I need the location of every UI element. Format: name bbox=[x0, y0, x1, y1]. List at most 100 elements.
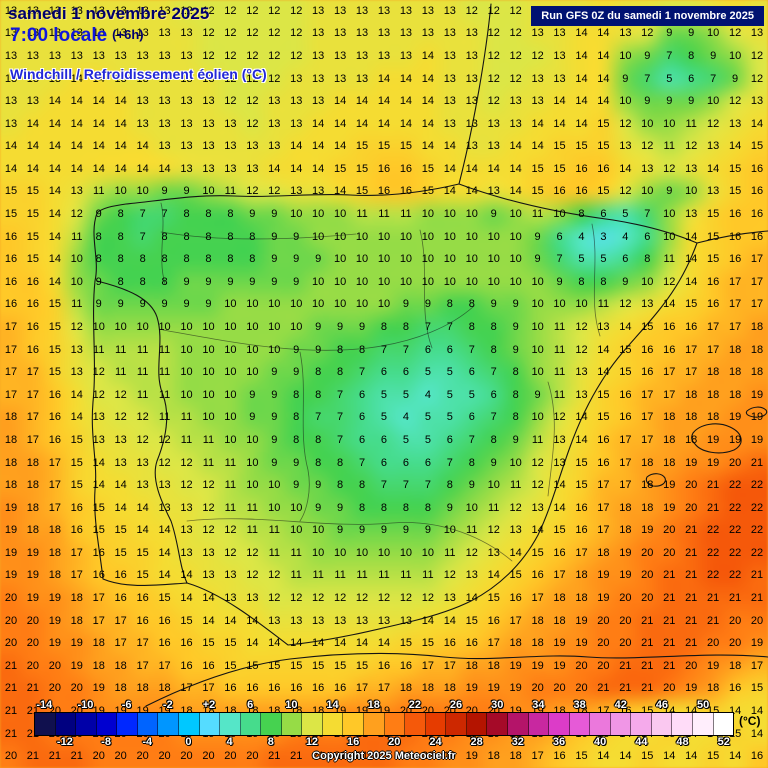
grid-value: 11 bbox=[400, 569, 412, 582]
legend-label: 22 bbox=[408, 699, 421, 711]
grid-value: 10 bbox=[246, 343, 259, 356]
grid-value: 13 bbox=[180, 524, 193, 537]
grid-value: 11 bbox=[312, 569, 324, 582]
grid-value: 7 bbox=[556, 253, 563, 266]
grid-value: 18 bbox=[641, 456, 654, 469]
grid-value: 15 bbox=[487, 592, 500, 605]
grid-value: 10 bbox=[224, 298, 237, 311]
grid-value: 20 bbox=[48, 682, 61, 695]
grid-value: 10 bbox=[531, 275, 544, 288]
grid-value: 14 bbox=[597, 27, 610, 40]
grid-value: 19 bbox=[4, 524, 18, 537]
grid-value: 17 bbox=[487, 637, 500, 650]
grid-value: 10 bbox=[619, 49, 632, 62]
grid-value: 18 bbox=[750, 366, 764, 379]
grid-value: 16 bbox=[4, 253, 18, 266]
grid-value: 14 bbox=[268, 162, 281, 175]
grid-value: 18 bbox=[707, 388, 720, 401]
grid-value: 13 bbox=[26, 49, 40, 62]
grid-value: 12 bbox=[70, 321, 83, 334]
grid-value: 10 bbox=[707, 95, 720, 108]
grid-value: 11 bbox=[136, 343, 149, 356]
grid-value: 8 bbox=[315, 433, 322, 446]
grid-value: 8 bbox=[490, 321, 497, 334]
grid-value: 17 bbox=[750, 253, 764, 266]
grid-value: 18 bbox=[707, 411, 720, 424]
grid-value: 20 bbox=[26, 614, 40, 627]
grid-value: 17 bbox=[597, 705, 610, 718]
grid-value: 12 bbox=[750, 72, 764, 85]
grid-value: 14 bbox=[377, 72, 391, 85]
grid-value: 14 bbox=[333, 95, 347, 108]
grid-value: 14 bbox=[70, 72, 83, 85]
grid-value: 13 bbox=[553, 72, 566, 85]
grid-value: 17 bbox=[114, 614, 127, 627]
grid-value: 6 bbox=[358, 433, 366, 446]
grid-value: 12 bbox=[553, 411, 566, 424]
grid-value: 5 bbox=[380, 411, 388, 424]
grid-value: 19 bbox=[92, 705, 105, 718]
grid-value: 14 bbox=[750, 727, 764, 740]
grid-value: 16 bbox=[26, 343, 40, 356]
grid-value: 14 bbox=[70, 162, 83, 175]
grid-value: 5 bbox=[666, 72, 673, 85]
grid-value: 5 bbox=[402, 388, 409, 401]
grid-value: 7 bbox=[161, 208, 168, 221]
grid-value: 7 bbox=[337, 411, 344, 424]
grid-value: 10 bbox=[180, 366, 193, 379]
grid-value: 14 bbox=[114, 117, 127, 130]
grid-value: 16 bbox=[70, 501, 83, 514]
grid-value: 12 bbox=[202, 27, 215, 40]
grid-value: 15 bbox=[421, 162, 434, 175]
grid-value: 10 bbox=[224, 366, 237, 379]
legend-swatch bbox=[549, 713, 570, 735]
grid-value: 13 bbox=[114, 433, 127, 446]
grid-value: 11 bbox=[268, 546, 280, 559]
grid-value: 8 bbox=[490, 433, 497, 446]
grid-value: 22 bbox=[750, 546, 764, 559]
grid-value: 18 bbox=[685, 388, 698, 401]
grid-value: 20 bbox=[246, 750, 259, 763]
grid-value: 14 bbox=[553, 501, 566, 514]
grid-value: 15 bbox=[619, 343, 632, 356]
grid-value: 14 bbox=[597, 49, 610, 62]
grid-value: 20 bbox=[597, 659, 610, 672]
grid-value: 8 bbox=[380, 501, 388, 514]
grid-value: 15 bbox=[180, 614, 193, 627]
grid-value: 9 bbox=[337, 321, 344, 334]
grid-value: 6 bbox=[380, 366, 388, 379]
grid-value: 12 bbox=[750, 49, 764, 62]
grid-value: 15 bbox=[48, 366, 61, 379]
grid-value: 9 bbox=[95, 208, 102, 221]
grid-value: 10 bbox=[246, 366, 259, 379]
grid-value: 14 bbox=[597, 366, 610, 379]
grid-value: 12 bbox=[509, 501, 522, 514]
legend-swatch bbox=[672, 713, 693, 735]
grid-value: 11 bbox=[246, 501, 259, 514]
grid-value: 13 bbox=[399, 49, 413, 62]
grid-value: 14 bbox=[26, 140, 40, 153]
legend-swatch bbox=[631, 713, 652, 735]
grid-value: 8 bbox=[249, 230, 256, 243]
grid-value: 13 bbox=[487, 185, 500, 198]
grid-value: 13 bbox=[48, 4, 61, 17]
grid-value: 10 bbox=[531, 343, 544, 356]
grid-value: 17 bbox=[421, 659, 434, 672]
grid-value: 19 bbox=[509, 659, 522, 672]
grid-value: 13 bbox=[4, 27, 18, 40]
grid-value: 14 bbox=[465, 162, 478, 175]
grid-value: 15 bbox=[641, 321, 654, 334]
grid-value: 12 bbox=[619, 185, 632, 198]
grid-value: 8 bbox=[95, 253, 102, 266]
grid-value: 9 bbox=[249, 208, 256, 221]
grid-value: 10 bbox=[443, 524, 456, 537]
grid-value: 21 bbox=[707, 501, 720, 514]
grid-value: 7 bbox=[490, 411, 497, 424]
grid-value: 14 bbox=[48, 275, 61, 288]
grid-value: 12 bbox=[290, 49, 303, 62]
grid-value: 16 bbox=[92, 569, 105, 582]
grid-value: 14 bbox=[48, 162, 61, 175]
grid-value: 18 bbox=[4, 456, 18, 469]
grid-value: 19 bbox=[26, 592, 40, 605]
legend-label: 46 bbox=[655, 699, 669, 711]
